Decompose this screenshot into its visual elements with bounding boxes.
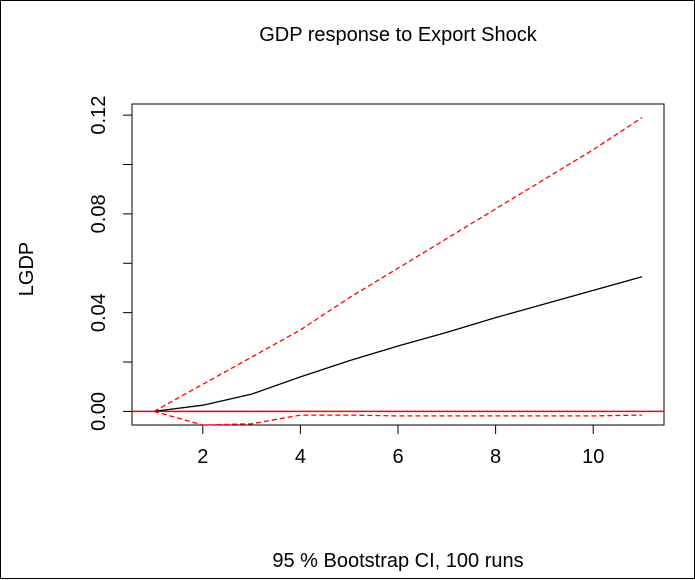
upper-line: [153, 117, 643, 412]
x-tick-label: 6: [392, 446, 403, 468]
y-tick-label: 0.04: [88, 293, 110, 332]
x-tick-label: 2: [197, 446, 208, 468]
estimate-line: [153, 276, 643, 413]
y-tick-label: 0.00: [88, 392, 110, 431]
x-tick-label: 10: [582, 446, 604, 468]
plot-area: [131, 103, 665, 426]
y-tick-label: 0.08: [88, 194, 110, 233]
x-tick-label: 4: [295, 446, 306, 468]
y-axis-label: LGDP: [16, 242, 38, 296]
series-lines: [132, 117, 664, 426]
axes: 2 4 6 8 10 0.00 0.04 0.08 0.12: [88, 96, 604, 468]
lower-line: [153, 410, 643, 426]
x-tick-label: 8: [490, 446, 501, 468]
chart-title: GDP response to Export Shock: [259, 24, 538, 46]
y-tick-label: 0.12: [88, 96, 110, 135]
x-axis-label: 95 % Bootstrap CI, 100 runs: [272, 550, 523, 572]
